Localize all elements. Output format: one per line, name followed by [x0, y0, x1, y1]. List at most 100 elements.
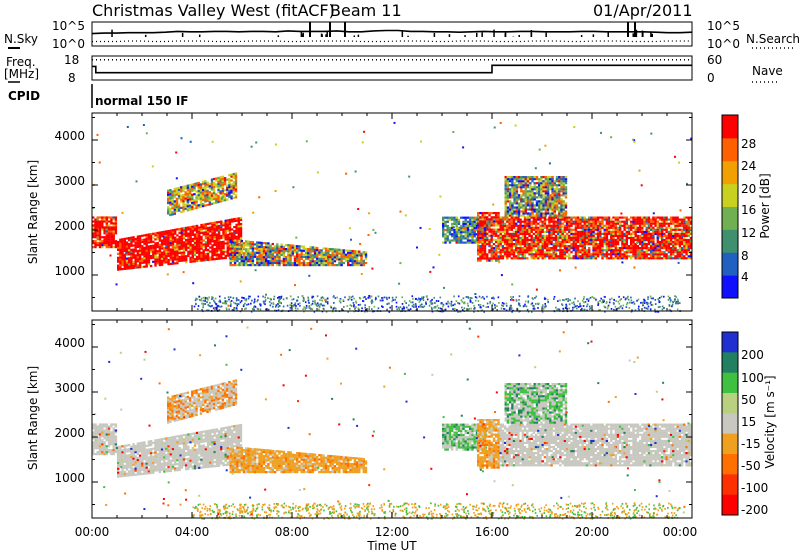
power-cells-cell [180, 188, 182, 190]
power-cells-cell [537, 231, 539, 233]
power-cells-cell [670, 241, 672, 243]
power-cells-cell [214, 242, 216, 244]
power-cells-cell [528, 233, 530, 235]
power-cells-cell [553, 227, 555, 229]
power-cells-cell [579, 257, 581, 259]
power-cells-cell [670, 233, 672, 235]
power-cells-cell [563, 186, 565, 188]
power-cells-cell [247, 244, 249, 246]
power-cells-cell [608, 249, 610, 251]
power-cells-cell [115, 218, 117, 220]
power-cells-cell [565, 190, 567, 192]
power-cells-cell [230, 247, 232, 249]
power-cells-cell [108, 216, 110, 218]
power-cells-cell [181, 256, 183, 258]
power-cells-cell [124, 264, 126, 266]
power-cells-cell [332, 256, 334, 258]
power-cells-cell [628, 247, 630, 249]
power-cells-cell [517, 257, 519, 259]
power-cells-cell [646, 219, 648, 221]
power-cells-cell [232, 258, 234, 260]
power-cells-cell [505, 212, 507, 214]
power-cells-cell [139, 250, 141, 252]
power-cells-cell [204, 200, 206, 202]
power-cells-cell [599, 241, 601, 243]
power-cells-cell [679, 251, 681, 253]
power-cells-cell [617, 229, 619, 231]
power-cells-cell [525, 301, 527, 303]
power-cells-cell [632, 233, 634, 235]
power-cells-cell [479, 233, 481, 235]
power-cells-cell [630, 243, 632, 245]
power-cells-cell [224, 297, 226, 299]
power-cells-cell [588, 247, 590, 249]
power-cells-cell [643, 251, 645, 253]
power-cells-cell [117, 265, 119, 267]
power-cells-cell [606, 255, 608, 257]
power-cells-cell [500, 231, 502, 233]
power-cells-cell [479, 216, 481, 218]
power-cells-cell [524, 243, 526, 245]
power-cells-cell [285, 248, 287, 250]
power-cells-cell [220, 243, 222, 245]
power-cells-cell [643, 247, 645, 249]
power-cells-cell [141, 235, 143, 237]
power-cells-cell [517, 251, 519, 253]
power-cells-cell [519, 223, 521, 225]
power-cells-cell [456, 225, 458, 227]
power-cells-cell [124, 244, 126, 246]
power-cells-cell [174, 250, 176, 252]
power-cells-cell [584, 227, 586, 229]
power-cells-cell [626, 223, 628, 225]
power-cells-cell [189, 200, 191, 202]
power-cells-cell [317, 295, 319, 297]
power-cells-cell [685, 235, 687, 237]
power-cells-cell [236, 303, 238, 305]
power-cells-cell [250, 258, 252, 260]
power-cells-cell [508, 249, 510, 251]
power-cells-cell [502, 237, 504, 239]
power-cells-cell [474, 225, 476, 227]
power-cells-cell [597, 233, 599, 235]
power-cells-cell [121, 258, 123, 260]
power-cells-cell [518, 215, 520, 217]
power-cells-cell [513, 200, 515, 202]
power-cells-cell [157, 242, 159, 244]
power-cells-cell [537, 237, 539, 239]
power-cells-cell [630, 249, 632, 251]
power-cells-cell [220, 251, 222, 253]
power-cells-cell [192, 234, 194, 236]
power-cells-cell [198, 229, 200, 231]
power-cells-cell [167, 232, 169, 234]
power-cells-cell [575, 221, 577, 223]
power-cells-cell [211, 181, 213, 183]
power-cells-cell [213, 192, 215, 194]
power-cells-cell [196, 241, 198, 243]
power-cells-cell [358, 264, 360, 266]
power-cells-cell [639, 229, 641, 231]
power-cells-cell [215, 183, 217, 185]
power-cells-cell [548, 223, 550, 225]
power-cells-cell [550, 225, 552, 227]
power-cells-cell [560, 180, 562, 182]
power-cells-cell [97, 216, 99, 218]
power-cells-cell [234, 248, 236, 250]
power-cells-cell [99, 220, 101, 222]
power-cells-cell [456, 233, 458, 235]
power-cells-cell [269, 245, 271, 247]
power-cells-cell [588, 235, 590, 237]
power-cells-cell [659, 223, 661, 225]
power-cells-cell [495, 231, 497, 233]
power-cells-cell [486, 237, 488, 239]
power-cells-cell [207, 229, 209, 231]
power-cells-cell [505, 190, 507, 192]
power-cells-cell [522, 184, 524, 186]
power-cells-cell [495, 212, 497, 214]
power-cells-cell [555, 217, 557, 219]
power-cells-cell [101, 224, 103, 226]
power-cells-cell [174, 256, 176, 258]
power-cells-cell [230, 189, 232, 191]
power-cells-cell [236, 300, 238, 302]
power-cells-cell [176, 244, 178, 246]
power-cells-cell [209, 259, 211, 261]
